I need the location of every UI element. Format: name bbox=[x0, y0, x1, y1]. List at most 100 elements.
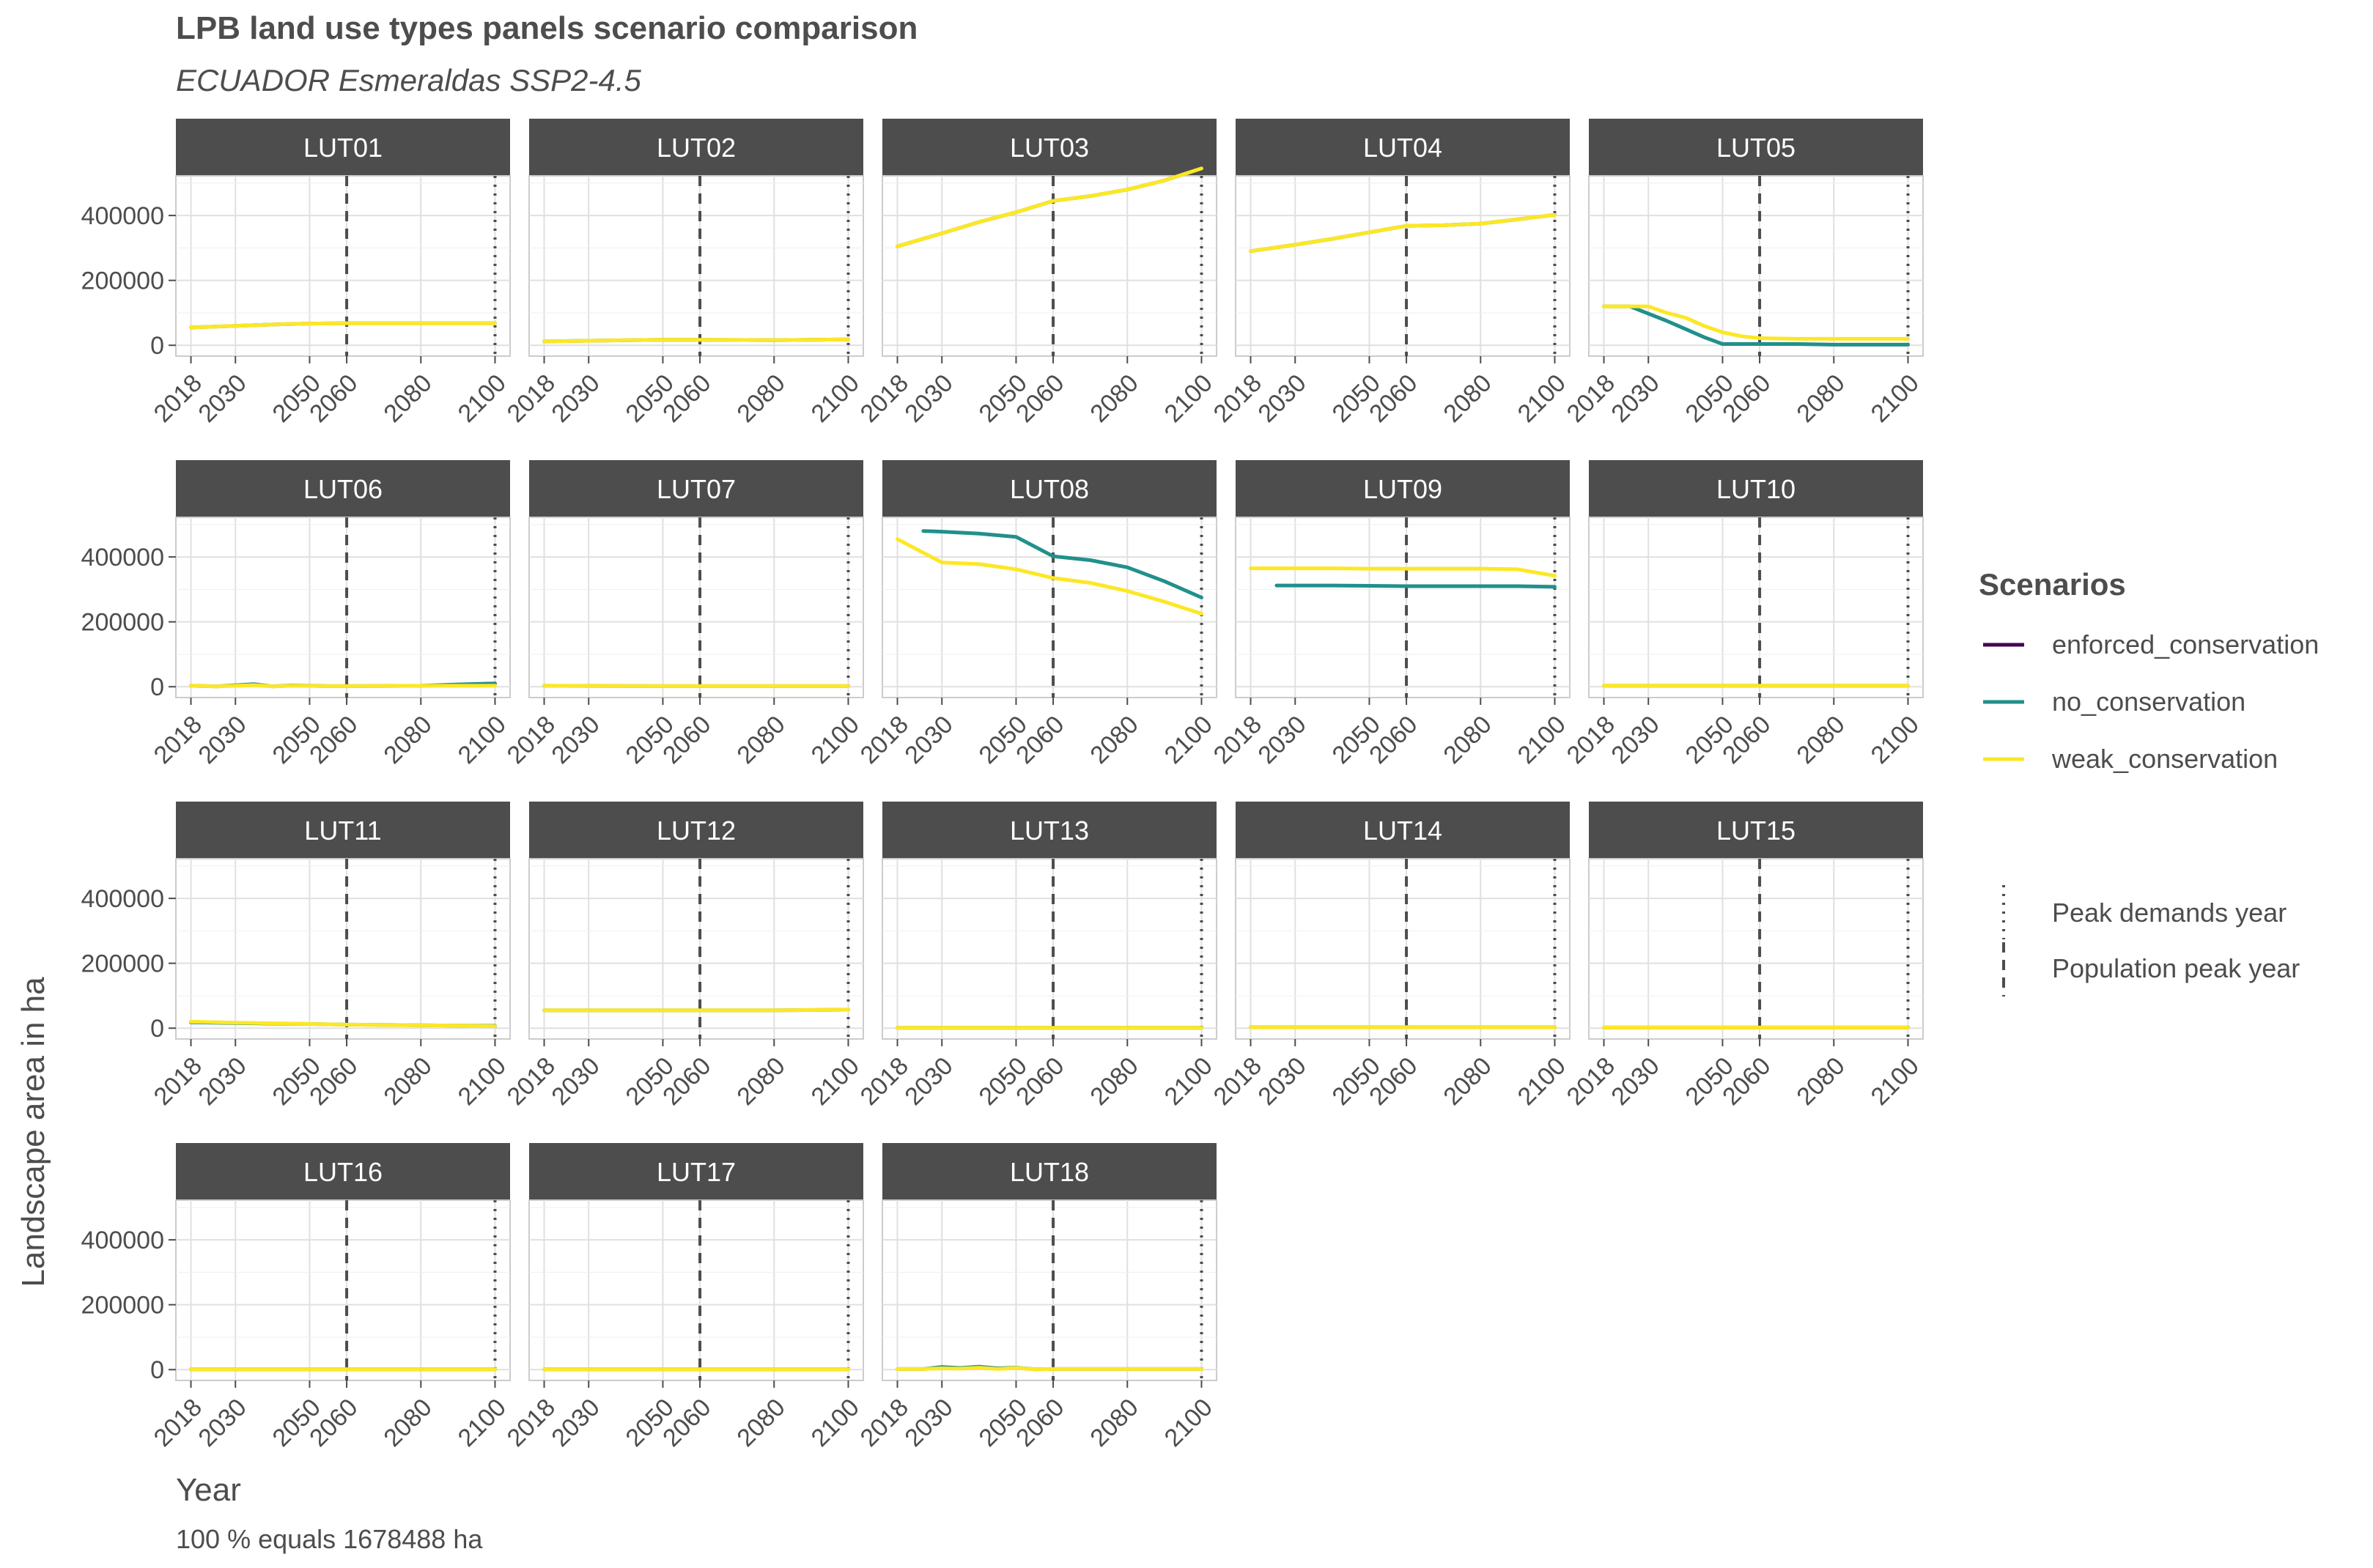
x-tick-label-2100: 2100 bbox=[1159, 1394, 1218, 1452]
y-tick-label-0: 0 bbox=[150, 673, 164, 701]
x-tick-label-2100: 2100 bbox=[806, 1052, 865, 1111]
x-tick-label-2080: 2080 bbox=[378, 369, 437, 428]
y-tick-label-400000: 400000 bbox=[81, 544, 164, 572]
x-tick-label-2018: 2018 bbox=[502, 369, 561, 428]
x-tick-label-2018: 2018 bbox=[1562, 711, 1620, 769]
x-tick-label-2030: 2030 bbox=[193, 711, 251, 769]
y-tick-label-200000: 200000 bbox=[81, 1292, 164, 1320]
strip-label-LUT05: LUT05 bbox=[1716, 133, 1796, 163]
strip-LUT02 bbox=[529, 119, 863, 176]
plot-area-LUT01 bbox=[175, 175, 511, 357]
x-tick-label-2018: 2018 bbox=[855, 1394, 914, 1452]
strip-LUT07 bbox=[529, 460, 863, 517]
series-line-no_conservation-LUT05 bbox=[1602, 304, 1910, 347]
series-line-weak_conservation-LUT02 bbox=[542, 337, 850, 344]
x-tick-label-2018: 2018 bbox=[502, 1394, 561, 1452]
strip-LUT03 bbox=[882, 119, 1217, 176]
legend-title: Scenarios bbox=[1979, 567, 2126, 602]
x-tick-label-2030: 2030 bbox=[1252, 1052, 1311, 1111]
strip-LUT17 bbox=[529, 1143, 863, 1200]
x-tick-label-2080: 2080 bbox=[378, 1052, 437, 1111]
x-tick-label-2080: 2080 bbox=[1085, 1052, 1143, 1111]
plot-area-LUT02 bbox=[528, 175, 864, 357]
x-tick-label-2018: 2018 bbox=[1208, 711, 1267, 769]
strip-label-LUT13: LUT13 bbox=[1010, 816, 1089, 846]
legend-label-no_conservation: no_conservation bbox=[2052, 687, 2245, 717]
x-tick-label-2030: 2030 bbox=[546, 369, 605, 428]
strip-label-LUT15: LUT15 bbox=[1716, 816, 1796, 846]
x-tick-label-2100: 2100 bbox=[806, 369, 865, 428]
x-tick-label-2030: 2030 bbox=[193, 1052, 251, 1111]
plot-area-LUT16 bbox=[175, 1199, 511, 1381]
y-tick-label-0: 0 bbox=[150, 1356, 164, 1384]
strip-LUT16 bbox=[176, 1143, 510, 1200]
chart-title: LPB land use types panels scenario compa… bbox=[176, 10, 918, 46]
strip-label-LUT07: LUT07 bbox=[657, 474, 736, 504]
x-tick-label-2100: 2100 bbox=[806, 711, 865, 769]
x-tick-label-2030: 2030 bbox=[546, 1052, 605, 1111]
strip-label-LUT06: LUT06 bbox=[303, 474, 383, 504]
x-tick-label-2030: 2030 bbox=[1606, 1052, 1664, 1111]
y-tick-label-200000: 200000 bbox=[81, 267, 164, 295]
x-tick-label-2018: 2018 bbox=[1562, 369, 1620, 428]
strip-LUT08 bbox=[882, 460, 1217, 517]
x-tick-label-2100: 2100 bbox=[1513, 1052, 1571, 1111]
strip-label-LUT18: LUT18 bbox=[1010, 1157, 1089, 1187]
x-tick-label-2080: 2080 bbox=[1085, 1394, 1143, 1452]
x-tick-label-2080: 2080 bbox=[1438, 711, 1496, 769]
x-tick-label-2080: 2080 bbox=[378, 1394, 437, 1452]
x-tick-label-2030: 2030 bbox=[1606, 711, 1664, 769]
plot-area-LUT07 bbox=[528, 517, 864, 698]
x-tick-label-2080: 2080 bbox=[1438, 1052, 1496, 1111]
x-tick-label-2100: 2100 bbox=[453, 1052, 512, 1111]
series-line-weak_conservation-LUT05 bbox=[1602, 304, 1910, 341]
strip-LUT09 bbox=[1236, 460, 1570, 517]
series-line-no_conservation-LUT08 bbox=[921, 529, 1203, 599]
x-tick-label-2018: 2018 bbox=[149, 369, 207, 428]
strip-label-LUT09: LUT09 bbox=[1363, 474, 1442, 504]
strip-LUT13 bbox=[882, 802, 1217, 859]
y-tick-label-200000: 200000 bbox=[81, 950, 164, 978]
x-tick-label-2018: 2018 bbox=[1562, 1052, 1620, 1111]
strip-label-LUT16: LUT16 bbox=[303, 1157, 383, 1187]
legend: Scenarios enforced_conservation no_conse… bbox=[1979, 567, 2319, 996]
x-tick-label-2100: 2100 bbox=[806, 1394, 865, 1452]
x-tick-label-2030: 2030 bbox=[899, 369, 958, 428]
x-tick-label-2080: 2080 bbox=[378, 711, 437, 769]
x-tick-label-2100: 2100 bbox=[1159, 1052, 1218, 1111]
x-tick-label-2080: 2080 bbox=[1438, 369, 1496, 428]
strip-label-LUT12: LUT12 bbox=[657, 816, 736, 846]
y-tick-label-400000: 400000 bbox=[81, 202, 164, 230]
strip-LUT12 bbox=[529, 802, 863, 859]
series-line-weak_conservation-LUT18 bbox=[896, 1366, 1203, 1372]
legend-label-enforced_conservation: enforced_conservation bbox=[2052, 629, 2319, 659]
series-line-weak_conservation-LUT06 bbox=[189, 683, 497, 689]
plot-area-LUT13 bbox=[882, 858, 1217, 1040]
series-line-weak_conservation-LUT04 bbox=[1249, 212, 1557, 254]
x-tick-label-2030: 2030 bbox=[546, 1394, 605, 1452]
strip-label-LUT04: LUT04 bbox=[1363, 133, 1442, 163]
strip-LUT05 bbox=[1589, 119, 1923, 176]
chart-subtitle: ECUADOR Esmeraldas SSP2-4.5 bbox=[176, 63, 641, 97]
x-tick-label-2018: 2018 bbox=[1208, 1052, 1267, 1111]
plot-area-LUT11 bbox=[175, 858, 511, 1040]
x-tick-label-2018: 2018 bbox=[855, 369, 914, 428]
plot-area-LUT18 bbox=[882, 1199, 1217, 1381]
plot-area-LUT09 bbox=[1235, 517, 1571, 698]
x-tick-label-2080: 2080 bbox=[1085, 711, 1143, 769]
x-tick-label-2100: 2100 bbox=[1866, 711, 1924, 769]
x-tick-label-2080: 2080 bbox=[731, 711, 790, 769]
x-tick-label-2018: 2018 bbox=[855, 711, 914, 769]
series-line-no_conservation-LUT09 bbox=[1274, 583, 1557, 589]
x-tick-label-2030: 2030 bbox=[899, 711, 958, 769]
